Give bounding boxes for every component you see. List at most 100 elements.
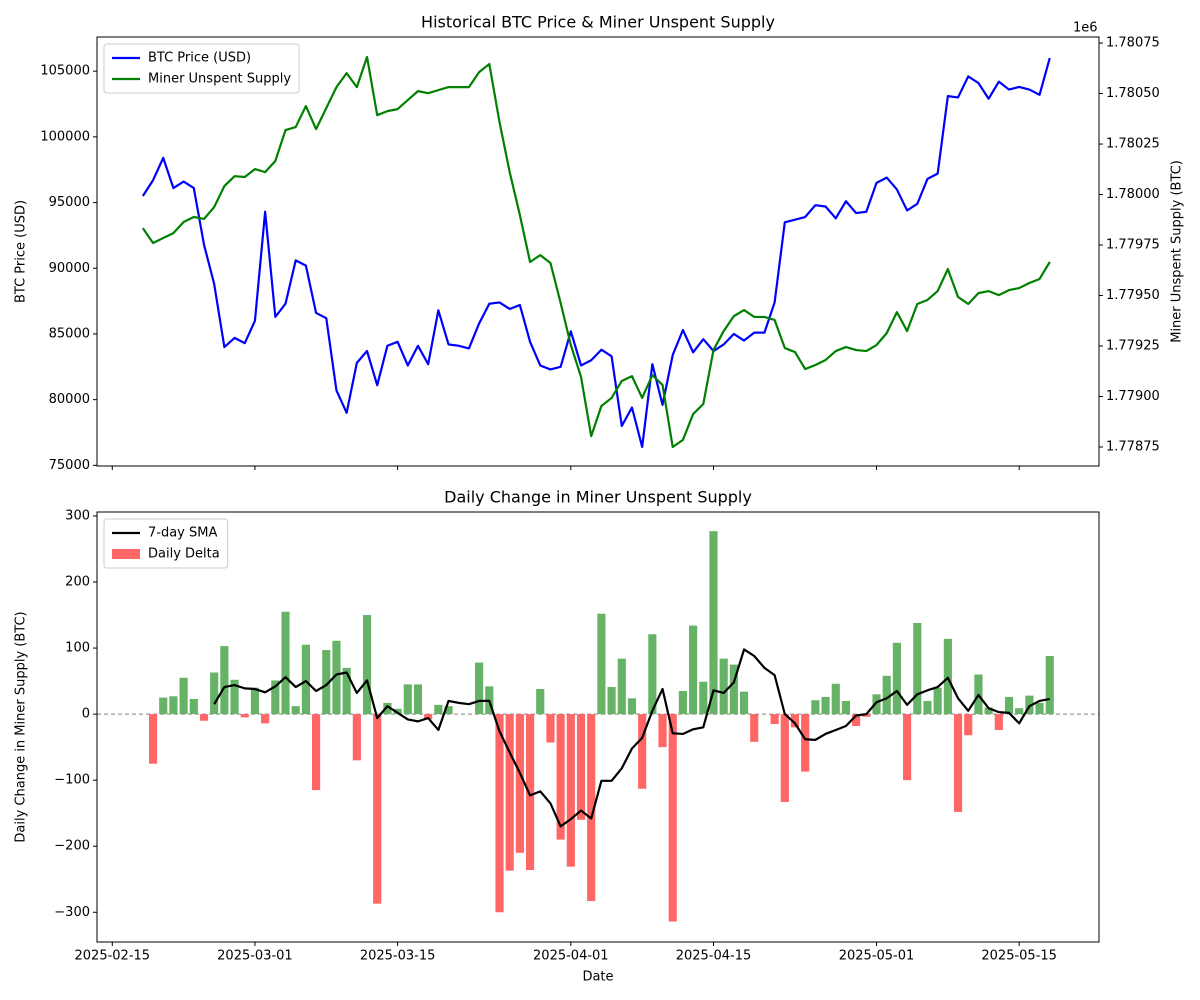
y2-tick-label: 1.77975 [1106, 238, 1160, 253]
y2-tick-label: 1.77950 [1106, 288, 1160, 303]
bar [852, 714, 861, 727]
bar [189, 698, 198, 715]
y-tick-label: 75000 [49, 458, 90, 473]
bar [169, 696, 178, 715]
bar [964, 714, 973, 736]
chart-title: Daily Change in Miner Unspent Supply [444, 488, 752, 507]
bar [159, 697, 168, 715]
y-tick-label: 200 [65, 575, 90, 590]
bar [862, 714, 871, 717]
bar [199, 714, 209, 721]
bar [923, 700, 932, 715]
y2-tick-label: 1.78050 [1106, 86, 1160, 101]
bar [434, 704, 443, 715]
bar [515, 714, 524, 853]
bar [444, 706, 453, 715]
bar [179, 677, 188, 715]
y-tick-label: −100 [54, 773, 90, 788]
y2-tick-label: 1.78000 [1106, 187, 1160, 202]
bar [424, 714, 433, 720]
bar [953, 714, 963, 812]
legend-box [103, 43, 300, 94]
bar [689, 625, 698, 715]
bar [291, 706, 300, 715]
bar [148, 714, 158, 764]
legend: BTC Price (USD) Miner Unspent Supply [103, 43, 300, 94]
bar [872, 694, 881, 715]
bar [210, 672, 219, 715]
bar [1015, 708, 1024, 715]
y2-axis-label: Miner Unspent Supply (BTC) [1170, 160, 1185, 343]
legend-label: 7-day SMA [148, 526, 217, 541]
bar [780, 714, 789, 802]
bar [332, 640, 341, 715]
y2-tick-label: 1.78025 [1106, 137, 1160, 152]
bar [648, 634, 657, 715]
bar [607, 687, 616, 715]
bar [301, 644, 310, 715]
bar [1045, 655, 1054, 715]
bar [729, 664, 738, 715]
bar [821, 696, 830, 715]
legend-label: Miner Unspent Supply [148, 72, 291, 87]
x-tick-label: 2025-05-01 [839, 949, 915, 964]
bar [770, 714, 779, 725]
bar [994, 714, 1003, 730]
bar [709, 531, 718, 715]
y2-tick-label: 1.78075 [1106, 36, 1160, 51]
bar [322, 650, 331, 715]
bar [903, 714, 912, 781]
legend-label: Daily Delta [148, 547, 220, 562]
bar [495, 714, 504, 913]
bar [362, 615, 372, 715]
y2-offset-label: 1e6 [1073, 21, 1098, 36]
bar [250, 687, 260, 715]
x-tick-label: 2025-05-15 [981, 949, 1057, 964]
y-tick-label: 100 [65, 641, 90, 656]
y2-tick-label: 1.77900 [1106, 389, 1160, 404]
bar [617, 658, 626, 715]
legend-patch [112, 549, 140, 559]
bar [750, 714, 759, 742]
bar [933, 687, 942, 715]
bar [627, 698, 637, 715]
line [141, 57, 1051, 449]
bar [597, 613, 606, 715]
bar [841, 700, 851, 715]
line [213, 648, 1050, 828]
y-tick-label: 100000 [40, 129, 90, 144]
x-tick-label: 2025-03-01 [217, 949, 293, 964]
y-tick-label: −300 [54, 905, 90, 920]
bar [801, 714, 810, 772]
bar [240, 714, 249, 718]
bar [984, 707, 993, 715]
legend-label: BTC Price (USD) [148, 51, 251, 66]
bar [1004, 696, 1014, 715]
bar [556, 714, 565, 840]
bar [566, 714, 575, 867]
y-axis-label: BTC Price (USD) [14, 200, 29, 303]
bar [943, 638, 952, 715]
bar [831, 683, 840, 715]
bar [790, 714, 800, 728]
bar [220, 646, 229, 715]
line [141, 55, 1051, 449]
x-tick-label: 2025-04-01 [533, 949, 609, 964]
y2-tick-label: 1.77925 [1106, 339, 1160, 354]
bar [281, 611, 290, 715]
bar [668, 714, 677, 922]
y-tick-label: 105000 [40, 64, 90, 79]
y-tick-label: 85000 [49, 326, 90, 341]
bar [699, 681, 708, 715]
bar [546, 714, 555, 743]
y2-tick-label: 1.77875 [1106, 440, 1160, 455]
bar [373, 714, 382, 904]
x-axis-label: Date [582, 970, 613, 985]
y-tick-label: 80000 [49, 392, 90, 407]
bar [536, 689, 545, 715]
bar [1035, 702, 1044, 715]
bar [1025, 695, 1034, 715]
y-tick-label: −200 [54, 839, 90, 854]
bar [638, 714, 647, 789]
